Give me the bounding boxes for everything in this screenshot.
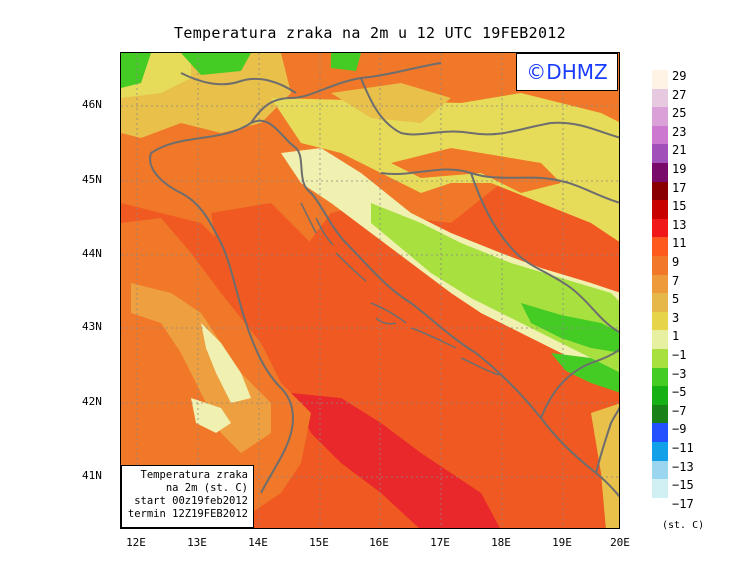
islands <box>300 202 500 376</box>
legend-label: 5 <box>672 292 680 307</box>
field-slovenia <box>331 83 451 123</box>
legend-label: −13 <box>672 459 694 474</box>
legend-swatch <box>652 218 668 238</box>
dhmz-logo: ©DHMZ <box>516 53 618 91</box>
legend-label: −11 <box>672 441 694 455</box>
field-apennine-peak2 <box>191 398 231 433</box>
legend-label: −9 <box>672 422 687 437</box>
x-tick-12e: 12E <box>126 536 146 549</box>
field-alps-cold <box>121 53 151 88</box>
info-line-4: termin 12Z19FEB2012 <box>127 508 248 520</box>
legend-label: −7 <box>672 403 687 418</box>
legend-swatch <box>652 200 668 220</box>
x-tick-20e: 20E <box>610 536 630 549</box>
legend-swatch <box>652 181 668 201</box>
x-tick-13e: 13E <box>187 536 207 549</box>
legend-label: 13 <box>672 217 687 232</box>
x-tick-15e: 15E <box>309 536 329 549</box>
legend-label: 25 <box>672 106 687 121</box>
legend-label: 21 <box>672 143 687 158</box>
legend-swatch <box>652 311 668 331</box>
field-warm-core <box>291 393 500 528</box>
y-tick-44n: 44N <box>82 247 102 260</box>
temperature-map[interactable] <box>120 52 620 529</box>
legend-swatch <box>652 293 668 313</box>
legend-label: −5 <box>672 385 687 400</box>
field-adriatic <box>211 203 571 528</box>
legend-swatch <box>652 144 668 164</box>
legend-label: −1 <box>672 348 687 362</box>
legend-label: 29 <box>672 69 687 83</box>
legend-swatch <box>652 330 668 350</box>
legend-label: 3 <box>672 310 680 325</box>
info-line-2: na 2m (st. C) <box>165 482 248 494</box>
legend-swatch <box>652 404 668 424</box>
field-dinaric-cold <box>521 303 619 353</box>
y-tick-42n: 42N <box>82 395 102 408</box>
legend-label: −17 <box>672 496 694 511</box>
legend-swatch <box>652 367 668 387</box>
map-title: Temperatura zraka na 2m u 12 UTC 19FEB20… <box>174 24 566 42</box>
field-apennine-peak <box>201 323 251 403</box>
legend-swatch <box>652 497 668 517</box>
legend-label: −3 <box>672 366 687 381</box>
graticule <box>121 53 619 528</box>
legend-label: 7 <box>672 273 680 288</box>
x-tick-14e: 14E <box>248 536 268 549</box>
field-montenegro-cold <box>551 353 619 393</box>
field-albania-mtn <box>591 403 619 528</box>
legend-swatch <box>652 386 668 406</box>
map-canvas <box>121 53 619 528</box>
legend-swatch <box>652 107 668 127</box>
info-box: Temperatura zraka na 2m (st. C) start 00… <box>121 465 254 528</box>
legend-label: 11 <box>672 236 687 251</box>
x-tick-18e: 18E <box>491 536 511 549</box>
legend-label: 15 <box>672 199 687 214</box>
x-tick-19e: 19E <box>552 536 572 549</box>
coastlines <box>149 62 619 498</box>
legend-label: 1 <box>672 329 680 344</box>
legend-swatch <box>652 125 668 145</box>
legend-swatch <box>652 163 668 182</box>
field-alps-cold2 <box>181 53 251 75</box>
legend-swatch <box>652 460 668 480</box>
legend-label: 19 <box>672 162 687 176</box>
legend-swatch <box>652 70 668 89</box>
y-tick-41n: 41N <box>82 469 102 482</box>
legend-label: −15 <box>672 478 694 493</box>
y-tick-46n: 46N <box>82 98 102 111</box>
legend-swatch <box>652 256 668 275</box>
legend-swatch <box>652 479 668 499</box>
field-apennine <box>131 283 271 453</box>
x-tick-16e: 16E <box>369 536 389 549</box>
y-tick-43n: 43N <box>82 320 102 333</box>
field-alps-cold3 <box>331 53 361 71</box>
legend-swatch <box>652 237 668 257</box>
legend-label: 17 <box>672 180 687 195</box>
legend-swatch <box>652 88 668 108</box>
legend-swatch <box>652 349 668 368</box>
legend-swatch <box>652 442 668 461</box>
info-line-3: start 00z19feb2012 <box>134 495 248 507</box>
legend-label: 27 <box>672 87 687 102</box>
field-slavonia <box>391 148 561 193</box>
legend-swatch <box>652 423 668 443</box>
x-tick-17e: 17E <box>430 536 450 549</box>
legend-swatch <box>652 274 668 294</box>
y-tick-45n: 45N <box>82 173 102 186</box>
info-line-1: Temperatura zraka <box>140 469 248 481</box>
legend-label: 9 <box>672 255 680 269</box>
legend-unit: (st. C) <box>662 520 705 531</box>
legend-label: 23 <box>672 124 687 139</box>
